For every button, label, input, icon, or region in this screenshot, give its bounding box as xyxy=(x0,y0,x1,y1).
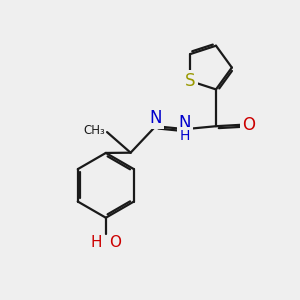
Text: S: S xyxy=(185,72,196,90)
Text: H: H xyxy=(180,129,190,142)
Text: N: N xyxy=(149,109,162,127)
Text: H: H xyxy=(91,235,102,250)
Text: O: O xyxy=(110,235,122,250)
Text: N: N xyxy=(179,114,191,132)
Text: O: O xyxy=(242,116,255,134)
Text: CH₃: CH₃ xyxy=(84,124,106,137)
